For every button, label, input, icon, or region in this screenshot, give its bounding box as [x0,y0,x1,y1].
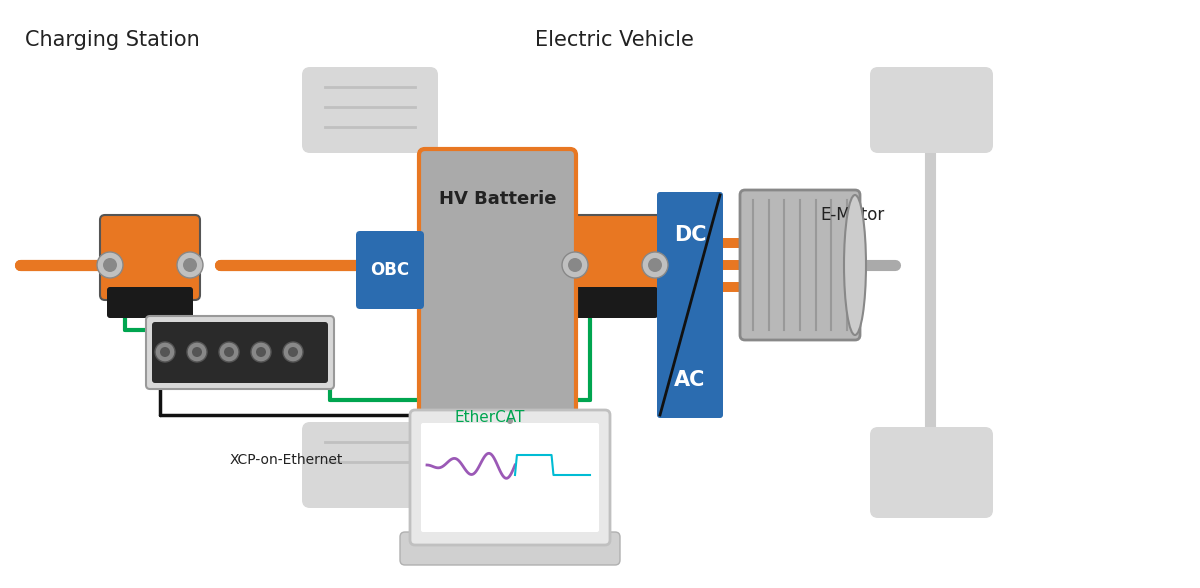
Circle shape [648,258,662,272]
Circle shape [187,342,208,362]
FancyBboxPatch shape [410,410,610,545]
Circle shape [642,252,668,278]
Text: Charging Station: Charging Station [25,30,199,50]
Text: DC: DC [673,225,707,245]
FancyBboxPatch shape [400,532,620,565]
Circle shape [568,258,582,272]
FancyBboxPatch shape [146,316,334,389]
FancyBboxPatch shape [870,427,994,518]
FancyBboxPatch shape [100,215,200,300]
Circle shape [192,347,202,357]
FancyBboxPatch shape [565,215,665,300]
FancyBboxPatch shape [302,67,438,153]
FancyBboxPatch shape [107,287,193,318]
Circle shape [251,342,271,362]
Text: XCP-on-Ethernet: XCP-on-Ethernet [230,453,343,467]
Circle shape [224,347,234,357]
FancyBboxPatch shape [740,190,860,340]
Circle shape [155,342,175,362]
Text: OBC: OBC [371,261,409,279]
FancyBboxPatch shape [421,423,599,532]
Circle shape [508,418,514,424]
Circle shape [184,258,197,272]
FancyBboxPatch shape [870,67,994,153]
Text: AC: AC [674,370,706,390]
Ellipse shape [844,195,866,335]
Circle shape [97,252,124,278]
Circle shape [178,252,203,278]
Text: E-Motor: E-Motor [820,206,884,224]
Circle shape [103,258,118,272]
Text: EtherCAT: EtherCAT [455,410,526,425]
FancyBboxPatch shape [302,422,438,508]
Text: HV Batterie: HV Batterie [439,190,557,208]
FancyBboxPatch shape [419,149,576,436]
Text: Electric Vehicle: Electric Vehicle [535,30,694,50]
Circle shape [562,252,588,278]
FancyBboxPatch shape [152,322,328,383]
FancyBboxPatch shape [356,231,424,309]
Circle shape [220,342,239,362]
Circle shape [160,347,170,357]
Circle shape [288,347,298,357]
Circle shape [256,347,266,357]
FancyBboxPatch shape [572,287,658,318]
Circle shape [283,342,304,362]
FancyBboxPatch shape [658,192,724,418]
